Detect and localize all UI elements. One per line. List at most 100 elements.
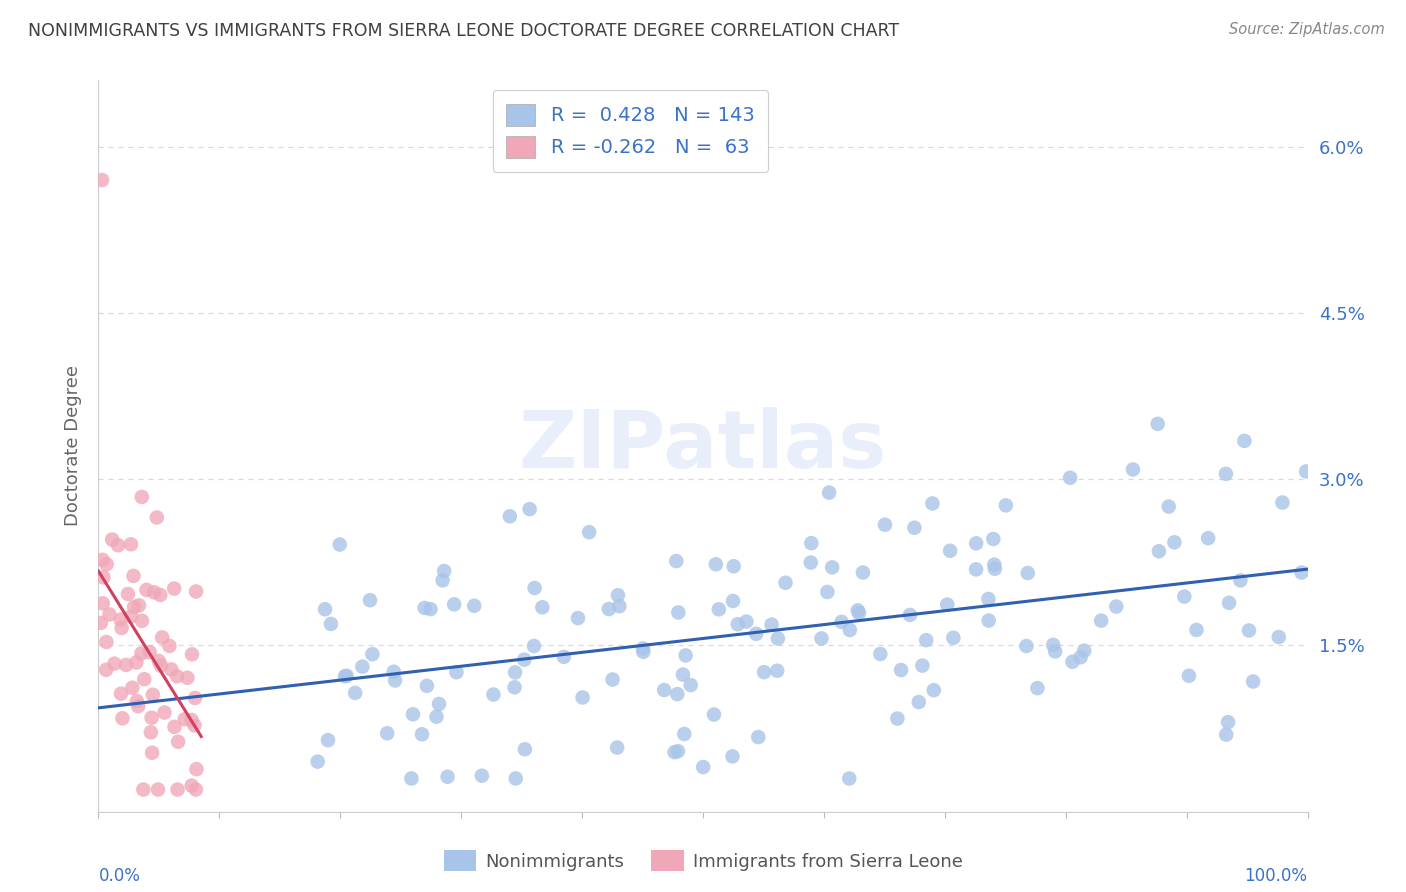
Point — [157, 639, 180, 653]
Point — [735, 615, 758, 629]
Point — [1062, 655, 1084, 669]
Point — [131, 490, 153, 504]
Point — [503, 665, 526, 680]
Point — [132, 782, 155, 797]
Point — [727, 617, 749, 632]
Text: 100.0%: 100.0% — [1244, 867, 1308, 885]
Point — [127, 699, 149, 714]
Point — [965, 562, 987, 576]
Point — [117, 587, 139, 601]
Point — [115, 657, 138, 672]
Text: ZIPatlas: ZIPatlas — [519, 407, 887, 485]
Point — [664, 745, 686, 759]
Point — [471, 769, 494, 783]
Point — [111, 621, 134, 635]
Point — [745, 627, 768, 641]
Point — [810, 632, 832, 646]
Y-axis label: Doctorate Degree: Doctorate Degree — [65, 366, 83, 526]
Point — [672, 667, 695, 681]
Point — [90, 615, 112, 630]
Point — [675, 648, 697, 663]
Point — [707, 602, 730, 616]
Point — [775, 575, 797, 590]
Point — [939, 543, 962, 558]
Point — [846, 603, 869, 617]
Point — [567, 611, 589, 625]
Point — [977, 614, 1000, 628]
Point — [886, 712, 908, 726]
Point — [1229, 574, 1251, 588]
Point — [143, 585, 166, 599]
Point — [602, 673, 624, 687]
Point — [673, 727, 696, 741]
Point — [903, 521, 925, 535]
Point — [93, 570, 115, 584]
Point — [848, 606, 870, 620]
Point — [679, 678, 702, 692]
Point — [942, 631, 965, 645]
Point — [91, 596, 114, 610]
Point — [181, 648, 204, 662]
Point — [139, 725, 162, 739]
Point — [94, 663, 117, 677]
Point — [411, 727, 433, 741]
Point — [766, 632, 789, 646]
Point — [831, 615, 853, 629]
Point — [852, 566, 875, 580]
Point — [184, 584, 207, 599]
Point — [692, 760, 714, 774]
Point — [120, 537, 142, 551]
Point — [146, 510, 169, 524]
Point — [96, 635, 118, 649]
Point — [382, 665, 405, 679]
Point — [180, 713, 202, 727]
Point — [1241, 674, 1264, 689]
Point — [1163, 535, 1185, 549]
Point — [922, 683, 945, 698]
Point — [107, 538, 129, 552]
Point — [571, 690, 593, 705]
Point — [344, 686, 367, 700]
Point — [665, 554, 688, 568]
Point — [333, 669, 356, 683]
Point — [907, 695, 929, 709]
Point — [110, 687, 132, 701]
Point — [1185, 623, 1208, 637]
Point — [402, 707, 425, 722]
Point — [98, 607, 121, 622]
Point — [984, 562, 1007, 576]
Point — [606, 740, 628, 755]
Point — [977, 591, 1000, 606]
Point — [103, 657, 125, 671]
Text: Source: ZipAtlas.com: Source: ZipAtlas.com — [1229, 22, 1385, 37]
Point — [1059, 471, 1081, 485]
Point — [704, 558, 727, 572]
Point — [1157, 500, 1180, 514]
Point — [911, 658, 934, 673]
Point — [666, 687, 689, 701]
Point — [1215, 728, 1237, 742]
Point — [146, 782, 169, 797]
Point — [752, 665, 775, 679]
Point — [384, 673, 406, 688]
Point — [505, 772, 527, 786]
Point — [361, 647, 384, 661]
Point — [523, 581, 546, 595]
Point — [120, 609, 142, 624]
Point — [838, 623, 860, 637]
Point — [416, 679, 439, 693]
Point — [1090, 614, 1112, 628]
Point — [463, 599, 485, 613]
Point — [523, 639, 546, 653]
Point — [186, 762, 208, 776]
Point — [359, 593, 381, 607]
Point — [983, 558, 1005, 572]
Legend: Nonimmigrants, Immigrants from Sierra Leone: Nonimmigrants, Immigrants from Sierra Le… — [436, 843, 970, 879]
Point — [184, 782, 207, 797]
Point — [122, 599, 145, 614]
Point — [163, 582, 186, 596]
Point — [818, 485, 841, 500]
Point — [183, 718, 205, 732]
Point — [869, 647, 891, 661]
Point — [1216, 715, 1239, 730]
